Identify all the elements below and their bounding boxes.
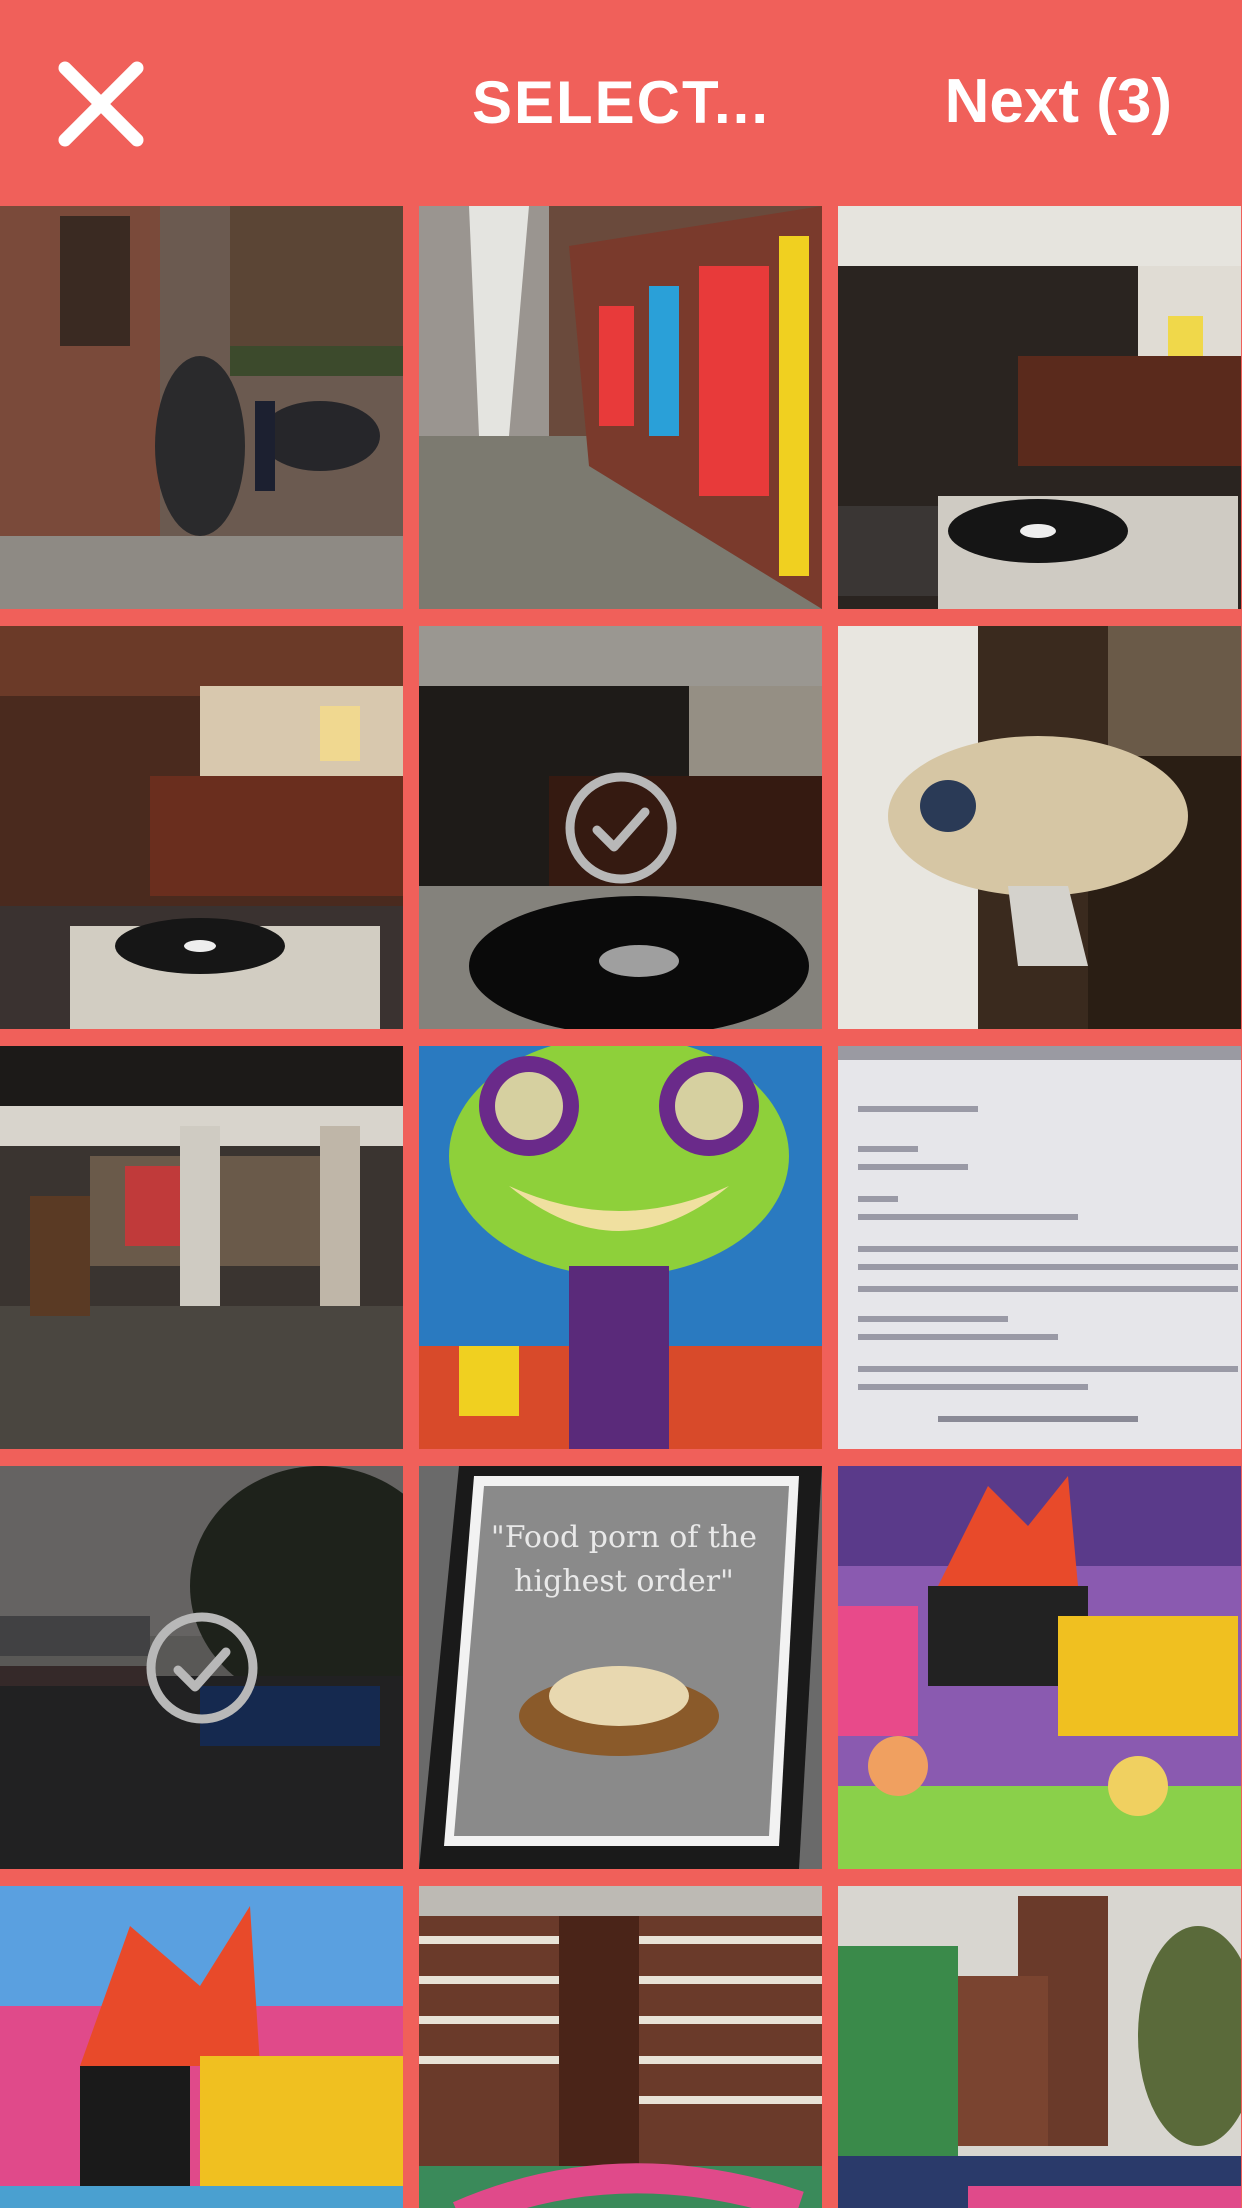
photo-tile[interactable] — [838, 1466, 1241, 1869]
photo-tile[interactable] — [838, 206, 1241, 609]
photo-record-shop-wide — [0, 626, 403, 1029]
photo-graffiti-alley — [419, 206, 822, 609]
photo-tile[interactable] — [838, 626, 1241, 1029]
photo-screen-email — [838, 1046, 1241, 1449]
photo-tile[interactable] — [0, 1886, 403, 2208]
photo-tile[interactable] — [838, 1046, 1241, 1449]
photo-tile[interactable] — [0, 1046, 403, 1449]
poster-caption: "Food porn of the highest order" — [490, 1520, 758, 1599]
photo-tile[interactable] — [419, 1046, 822, 1449]
next-button[interactable]: Next (3) — [944, 67, 1172, 136]
photo-rockingham-estate — [838, 1886, 1241, 2208]
photo-tile[interactable] — [419, 1886, 822, 2208]
photo-record-shop-dark — [419, 626, 822, 1029]
photo-tile[interactable] — [0, 626, 403, 1029]
photo-housing-estate — [419, 1886, 822, 2208]
close-button[interactable] — [55, 58, 147, 150]
photo-preschool-mural-closeup — [0, 1886, 403, 2208]
page-title: SELECT... — [471, 69, 771, 136]
photo-canal-boats — [0, 1466, 403, 1869]
selected-check-icon — [144, 1610, 260, 1726]
photo-preschool-mural — [838, 1466, 1241, 1869]
photo-food-poster — [419, 1466, 822, 1869]
photo-tile[interactable]: "Food porn of the highest order" — [419, 1466, 822, 1869]
photo-alley-sculptures — [0, 206, 403, 609]
photo-tile[interactable] — [838, 1886, 1241, 2208]
photo-record-shop-turntable — [838, 206, 1241, 609]
photo-tile[interactable] — [419, 626, 822, 1029]
selected-check-icon — [563, 770, 679, 886]
photo-tile[interactable] — [0, 206, 403, 609]
photo-tile[interactable] — [419, 206, 822, 609]
photo-covered-market — [0, 1046, 403, 1449]
photo-tile[interactable] — [0, 1466, 403, 1869]
photo-millennium-falcon-model — [838, 626, 1241, 1029]
top-bar: SELECT... Next (3) — [0, 0, 1242, 206]
photo-alien-mural — [419, 1046, 822, 1449]
close-icon — [58, 61, 144, 147]
